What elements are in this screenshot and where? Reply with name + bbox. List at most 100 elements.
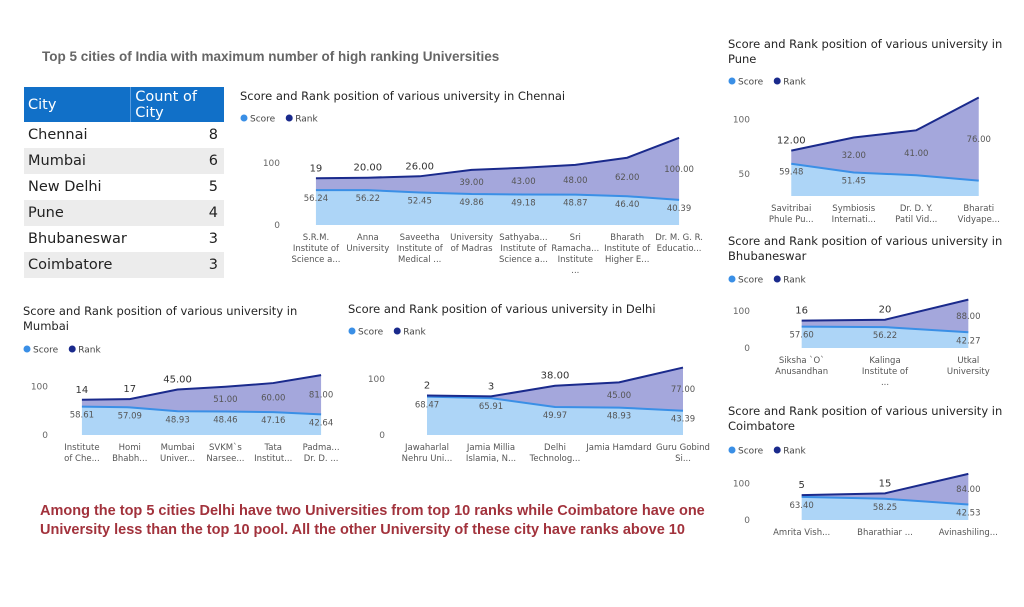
legend-label: Score bbox=[738, 447, 764, 457]
chart-title: Score and Rank position of various unive… bbox=[728, 404, 1003, 433]
data-label: 41.00 bbox=[904, 149, 928, 159]
x-tick-label: Guru Gobind Si... bbox=[656, 443, 710, 464]
data-label: 42.53 bbox=[956, 509, 980, 519]
y-tick-label: 100 bbox=[263, 159, 280, 169]
data-label: 68.47 bbox=[415, 401, 439, 411]
x-tick-label: Symbiosis Internati... bbox=[832, 204, 876, 225]
data-label: 39.00 bbox=[459, 178, 483, 188]
chart-title: Score and Rank position of various unive… bbox=[728, 234, 1003, 263]
data-label: 100.00 bbox=[664, 165, 694, 175]
area bbox=[801, 326, 969, 348]
data-label: 40.39 bbox=[667, 204, 691, 214]
data-label: 43.39 bbox=[671, 415, 695, 425]
x-tick-label: Dr. D. Y. Patil Vid... bbox=[895, 204, 937, 225]
line bbox=[791, 162, 979, 182]
table-cell: 5 bbox=[208, 179, 218, 195]
legend-swatch bbox=[393, 327, 401, 335]
y-tick-label: 0 bbox=[42, 431, 48, 441]
data-label: 88.00 bbox=[956, 312, 980, 322]
x-tick-label: Bharathiar ... bbox=[857, 528, 913, 538]
line bbox=[801, 472, 969, 497]
data-label: 20.00 bbox=[353, 163, 382, 174]
legend-label: Rank bbox=[295, 115, 318, 125]
table-row: Bhubaneswar 3 bbox=[24, 226, 224, 252]
data-label: 49.18 bbox=[511, 198, 535, 208]
legend-label: Score bbox=[33, 346, 59, 356]
x-tick-label: S.R.M. Institute of Science a... bbox=[291, 233, 340, 265]
data-label: 51.45 bbox=[842, 177, 866, 187]
data-label: 46.40 bbox=[615, 200, 639, 210]
legend-label: Score bbox=[358, 328, 384, 338]
table-row: Pune 4 bbox=[24, 200, 224, 226]
y-tick-label: 50 bbox=[739, 170, 751, 180]
table-cell: Chennai bbox=[28, 127, 88, 143]
data-label: 56.22 bbox=[356, 194, 380, 204]
data-label: 58.61 bbox=[70, 411, 94, 421]
data-label: 49.97 bbox=[543, 411, 567, 421]
x-tick-label: Jawaharlal Nehru Uni... bbox=[402, 443, 453, 464]
table-cell: New Delhi bbox=[28, 179, 102, 195]
line bbox=[801, 495, 969, 506]
data-label: 47.16 bbox=[261, 416, 285, 426]
x-tick-label: Amrita Vish... bbox=[773, 528, 830, 538]
column-header[interactable]: City bbox=[24, 87, 131, 122]
x-tick-label: Bharati Vidyape... bbox=[958, 204, 1000, 225]
data-label: 26.00 bbox=[405, 161, 434, 172]
x-tick-label: Delhi Technolog... bbox=[529, 443, 581, 464]
x-tick-label: Mumbai Univer... bbox=[160, 443, 195, 464]
area bbox=[801, 496, 969, 520]
table-row: Mumbai 6 bbox=[24, 148, 224, 174]
legend-label: Score bbox=[738, 276, 764, 286]
annotation: Among the top 5 cities Delhi have two Un… bbox=[40, 503, 705, 538]
dashboard-title: Top 5 cities of India with maximum numbe… bbox=[42, 49, 500, 64]
area bbox=[81, 406, 322, 435]
data-label: 60.00 bbox=[261, 394, 285, 404]
x-tick-label: University of Madras bbox=[450, 233, 493, 254]
data-label: 65.91 bbox=[479, 402, 503, 412]
data-label: 57.60 bbox=[789, 331, 813, 341]
table-cell: Pune bbox=[24, 200, 131, 226]
table-row: Coimbatore 3 bbox=[24, 252, 224, 278]
y-tick-label: 0 bbox=[744, 344, 750, 354]
data-label: 45.00 bbox=[607, 391, 631, 401]
legend-label: Rank bbox=[783, 276, 806, 286]
line bbox=[315, 189, 680, 201]
line bbox=[801, 325, 969, 334]
table-cell: Bhubaneswar bbox=[28, 231, 127, 247]
area bbox=[791, 97, 979, 181]
data-label: 52.45 bbox=[408, 196, 432, 206]
x-tick-label: Padma... Dr. D. ... bbox=[303, 443, 340, 464]
data-label: 63.40 bbox=[789, 501, 813, 511]
data-label: 38.00 bbox=[541, 371, 570, 382]
legend-swatch bbox=[773, 275, 781, 283]
data-label: 58.25 bbox=[873, 503, 897, 513]
table-cell: Mumbai bbox=[24, 148, 131, 174]
legend-swatch bbox=[728, 275, 736, 283]
y-tick-label: 0 bbox=[379, 431, 385, 441]
x-tick-label: Tata Institut... bbox=[254, 443, 292, 464]
x-tick-label: Savitribai Phule Pu... bbox=[769, 204, 814, 225]
line bbox=[801, 298, 969, 322]
x-tick-label: Sri Ramacha... Institute... bbox=[551, 233, 599, 276]
data-label: 77.00 bbox=[671, 385, 695, 395]
x-tick-label: Jamia Hamdard bbox=[585, 443, 652, 453]
legend-label: Score bbox=[738, 78, 764, 88]
table-cell: 3 bbox=[208, 231, 218, 247]
legend-swatch bbox=[68, 345, 76, 353]
line bbox=[315, 136, 680, 180]
data-label: 56.22 bbox=[873, 331, 897, 341]
x-tick-label: Sathyaba... Institute of Science a... bbox=[499, 233, 548, 265]
data-label: 84.00 bbox=[956, 485, 980, 495]
column-header[interactable]: Count of City bbox=[130, 87, 224, 122]
legend-label: Score bbox=[250, 115, 276, 125]
table-cell: 3 bbox=[130, 252, 224, 278]
legend-label: Rank bbox=[783, 78, 806, 88]
data-label: 45.00 bbox=[163, 374, 192, 385]
data-label: 51.00 bbox=[213, 395, 237, 405]
legend-swatch bbox=[348, 327, 356, 335]
y-tick-label: 100 bbox=[733, 480, 750, 490]
data-label: 49.86 bbox=[459, 198, 483, 208]
table-row: Chennai 8 bbox=[24, 122, 224, 148]
data-label: 20 bbox=[879, 305, 892, 316]
